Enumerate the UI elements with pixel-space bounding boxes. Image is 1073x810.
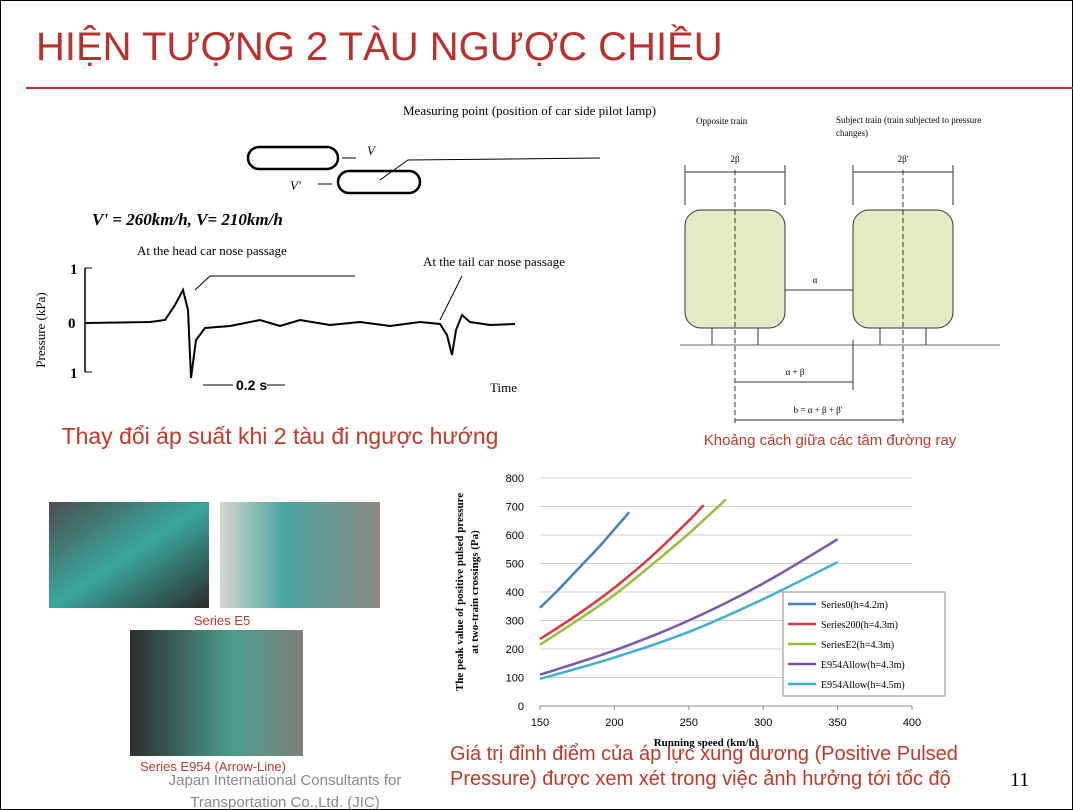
x-label: Time xyxy=(490,380,517,395)
y-tick-label: 600 xyxy=(506,530,524,542)
half: α + β xyxy=(786,367,805,377)
v-label: V xyxy=(367,143,377,158)
measuring-point: Measuring point (position of car side pi… xyxy=(403,97,668,124)
opposite: Opposite train xyxy=(696,116,748,126)
v-prime-label: V' xyxy=(290,178,301,193)
legend-label: E954Allow(h=4.3m) xyxy=(821,660,905,671)
x-tick-label: 350 xyxy=(828,717,846,729)
car-shape xyxy=(248,147,338,169)
x-tick-label: 250 xyxy=(680,717,698,729)
y-tick-label: 800 xyxy=(506,473,524,485)
chart-caption: Giá trị đỉnh điểm của áp lực xung dương … xyxy=(450,742,990,792)
legend-label: Series0(h=4.2m) xyxy=(821,600,888,611)
x-tick-label: 150 xyxy=(531,717,549,729)
pressure-caption: Thay đổi áp suất khi 2 tàu đi ngược hướn… xyxy=(25,422,535,450)
caption-e5: Series E5 xyxy=(194,613,250,628)
y-tick-label: 0 xyxy=(518,701,524,713)
y-bottom: 1 xyxy=(70,366,78,382)
scale: 0.2 s xyxy=(236,377,267,393)
footer: Japan International Consultants for Tran… xyxy=(125,770,445,810)
y-tick-label: 200 xyxy=(506,644,524,656)
pointer xyxy=(440,276,462,320)
total: b = α + β + β' xyxy=(794,405,843,415)
car-shape xyxy=(338,171,420,193)
y-tick-label: 100 xyxy=(506,673,524,685)
width-right: 2β' xyxy=(898,154,909,164)
y-label: Pressure (kPa) xyxy=(33,292,48,367)
speeds: V' = 260km/h, V= 210km/h xyxy=(92,210,283,229)
x-tick-label: 200 xyxy=(605,717,623,729)
y-tick-label: 300 xyxy=(506,616,524,628)
x-tick-label: 400 xyxy=(903,717,921,729)
head-note: At the head car nose passage xyxy=(137,243,287,258)
pointer xyxy=(195,276,355,290)
chart: 0 100 200 300 400 500 600 700 800 150 200 250 300 350… xyxy=(454,473,945,749)
legend-label: Series200(h=4.3m) xyxy=(821,620,898,631)
photo-e5 xyxy=(49,502,209,608)
tail-note: At the tail car nose passage xyxy=(423,254,565,269)
slide: HIỆN TƯỢNG 2 TÀU NGƯỢC CHIỀU V V' V' = 2… xyxy=(0,0,1073,810)
y-tick-label: 700 xyxy=(506,502,524,514)
subject: Subject train (train subjected to pressu… xyxy=(836,114,986,140)
photo-e5 xyxy=(220,502,380,608)
y-axis-label: The peak value of positive pulsed pressu… xyxy=(454,493,481,691)
x-tick-label: 300 xyxy=(754,717,772,729)
title: HIỆN TƯỢNG 2 TÀU NGƯỢC CHIỀU xyxy=(36,23,723,69)
photo-e954 xyxy=(130,630,303,756)
y-top: 1 xyxy=(70,262,78,278)
legend-label: SeriesE2(h=4.3m) xyxy=(821,640,894,651)
y-tick-label: 400 xyxy=(506,587,524,599)
width-left: 2β xyxy=(730,154,740,164)
y-tick-label: 500 xyxy=(506,559,524,571)
pressure-diagram: V V' V' = 260km/h, V= 210km/h At the hea… xyxy=(33,143,600,395)
gap: α xyxy=(813,275,818,285)
page-number: 11 xyxy=(1010,769,1029,791)
track-diagram: Opposite train 2β 2β' α α + β b = α + β … xyxy=(680,116,1000,425)
track-caption: Khoảng cách giữa các tâm đường ray xyxy=(680,432,980,449)
pointer xyxy=(380,158,600,180)
pressure-trace xyxy=(85,290,515,378)
series-line xyxy=(540,505,704,639)
legend-label: E954Allow(h=4.5m) xyxy=(821,680,905,691)
y-mid: 0 xyxy=(68,316,76,332)
